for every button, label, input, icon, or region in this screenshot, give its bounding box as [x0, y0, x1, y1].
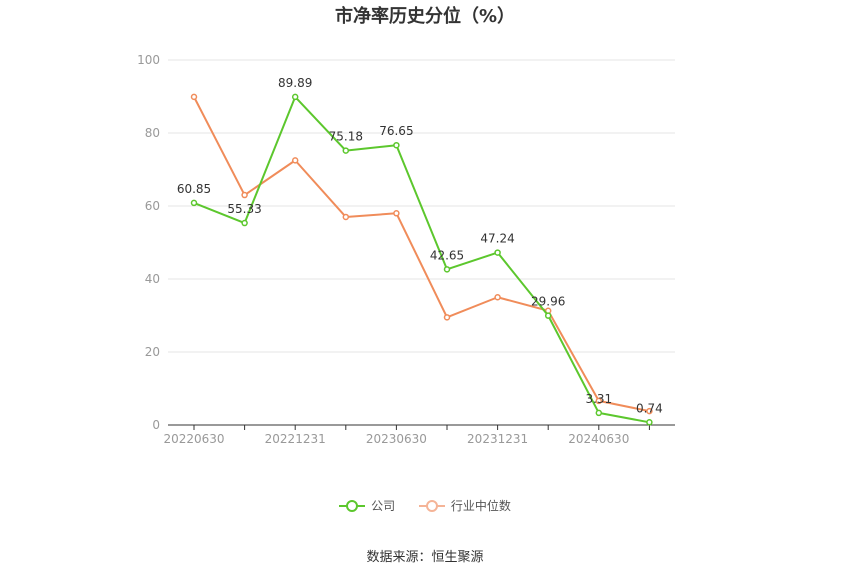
legend-marker-company-icon [339, 499, 366, 513]
legend-marker-industry-median-icon [418, 499, 445, 513]
data-point-company [544, 312, 552, 319]
data-point-company [646, 419, 653, 426]
data-point-industry-median [291, 157, 299, 164]
data-label: 55.33 [227, 202, 261, 216]
data-label: 75.18 [329, 130, 363, 144]
y-tick-label: 80 [145, 126, 160, 140]
data-point-industry-median [241, 191, 248, 199]
y-tick-label: 100 [137, 53, 160, 67]
data-source-note: 数据来源：恒生聚源 [366, 550, 484, 565]
x-tick-label: 20230630 [366, 432, 427, 446]
series-line-industry-median [193, 96, 650, 413]
data-point-company [393, 141, 400, 149]
data-label: 76.65 [379, 124, 413, 138]
data-label: 42.65 [430, 248, 464, 262]
x-tick-label: 20221231 [265, 432, 326, 446]
data-point-company [342, 147, 350, 154]
line-chart: 0 20 40 60 80 100 20220630 20221231 20230630 2023… [137, 53, 675, 446]
data-point-industry-median [595, 397, 603, 405]
x-tick-label: 20240630 [568, 432, 629, 446]
x-tick-label: 20220630 [163, 432, 224, 446]
legend-label-industry-median: 行业中位数 [450, 499, 511, 513]
data-point-industry-median [494, 294, 501, 301]
data-point-company [291, 93, 299, 101]
data-point-company [443, 266, 451, 273]
series-line-company [193, 95, 650, 424]
y-tick-label: 20 [145, 345, 160, 359]
data-point-industry-median [190, 93, 198, 101]
legend-label-company: 公司 [371, 499, 396, 513]
data-point-company [494, 249, 501, 256]
data-point-industry-median [342, 213, 350, 221]
data-point-company [595, 409, 603, 417]
legend-item-company[interactable]: 公司 [339, 497, 395, 514]
data-point-company [190, 199, 198, 207]
y-tick-label: 60 [145, 199, 160, 213]
data-point-company [241, 219, 248, 227]
data-point-industry-median [393, 210, 400, 217]
y-tick-label: 40 [145, 272, 160, 286]
data-label: 89.89 [278, 76, 312, 90]
data-point-industry-median [646, 407, 653, 415]
data-label: 0.74 [636, 401, 663, 415]
chart-title: 市净率历史分位（%） [334, 6, 516, 27]
legend-item-industry-median[interactable]: 行业中位数 [418, 497, 511, 514]
data-label: 60.85 [177, 182, 211, 196]
chart-legend: 公司 行业中位数 [0, 497, 850, 516]
data-label: 47.24 [480, 232, 514, 246]
data-label: 29.96 [531, 295, 565, 309]
y-tick-label: 0 [152, 418, 160, 432]
data-point-industry-median [443, 314, 451, 321]
x-tick-label: 20231231 [467, 432, 528, 446]
data-label: 3.31 [585, 392, 612, 406]
